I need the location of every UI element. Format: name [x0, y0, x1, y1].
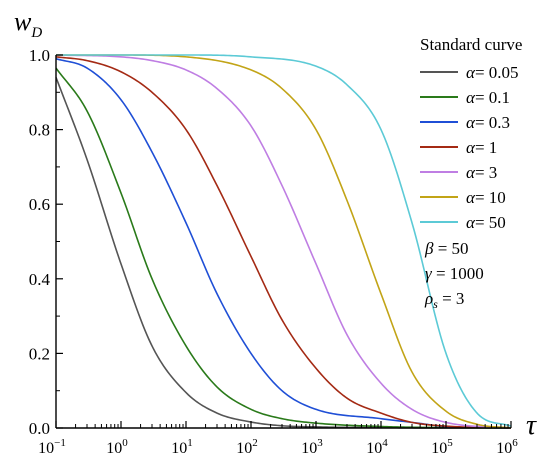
x-axis-label: τ	[526, 410, 537, 441]
y-ticks: 0.0 0.2 0.4 0.6 0.8 1.0	[29, 46, 63, 438]
legend-title: Standard curve	[420, 35, 522, 54]
series-line-6	[56, 54, 512, 427]
legend-label: α= 0.1	[466, 88, 510, 107]
legend-label: α= 1	[466, 138, 497, 157]
parameter-annotations: β = 50 γ = 1000 ρs = 3	[424, 239, 484, 311]
y-tick-label: 0.2	[29, 344, 50, 363]
y-axis-label: wD	[14, 7, 42, 41]
legend-label: α= 50	[466, 213, 506, 232]
parameter-annotation: γ = 1000	[425, 264, 484, 283]
x-tick-label: 103	[301, 437, 323, 457]
x-tick-label: 101	[171, 437, 193, 457]
series-line-4	[55, 54, 512, 429]
x-ticks: 10−1 100 101 102 103 104 105 106	[38, 421, 518, 457]
y-tick-label: 0.6	[29, 195, 50, 214]
legend-label: α= 0.3	[466, 113, 510, 132]
y-tick-label: 0.8	[29, 121, 50, 140]
parameter-annotation: β = 50	[424, 239, 469, 258]
y-tick-label: 0.0	[29, 419, 50, 438]
legend-label: α= 10	[466, 188, 506, 207]
series-curves	[55, 54, 512, 429]
x-tick-label: 106	[496, 437, 518, 457]
series-line-3	[55, 56, 512, 429]
x-tick-label: 105	[431, 437, 453, 457]
legend-label: α= 3	[466, 163, 497, 182]
legend: Standard curve α= 0.05 α= 0.1 α= 0.3 α= 1 α=…	[420, 35, 522, 232]
x-tick-label: 104	[366, 437, 388, 457]
x-tick-label: 10−1	[38, 437, 66, 457]
y-tick-label: 0.4	[29, 270, 51, 289]
legend-label: α= 0.05	[466, 63, 519, 82]
parameter-annotation: ρs = 3	[424, 289, 464, 311]
x-tick-label: 102	[236, 437, 258, 457]
x-tick-label: 100	[106, 437, 128, 457]
y-tick-label: 1.0	[29, 46, 50, 65]
